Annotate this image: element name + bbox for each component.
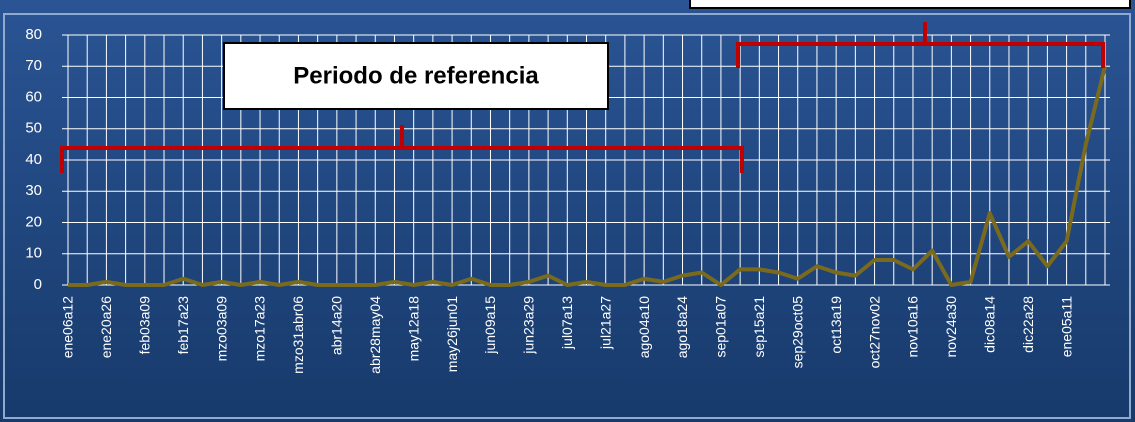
x-tick-label: ene06a12	[60, 296, 76, 359]
x-tick-label: feb03a09	[137, 296, 153, 355]
x-tick-label: oct13a19	[828, 296, 844, 354]
x-tick-label: jun09a15	[482, 296, 498, 355]
x-tick-label: mzo17a23	[252, 296, 268, 362]
x-tick-label: abr14a20	[329, 296, 345, 355]
x-tick-label: dic08a14	[981, 296, 997, 353]
x-tick-label: ene05a11	[1058, 296, 1074, 357]
y-tick-label: 0	[34, 276, 42, 293]
x-tick-label: nov24a30	[943, 296, 959, 358]
x-tick-label: jul07a13	[559, 296, 575, 350]
x-tick-label: may12a18	[405, 296, 421, 362]
x-tick-label: ene20a26	[98, 296, 114, 359]
y-tick-label: 30	[25, 182, 42, 199]
y-tick-label: 80	[25, 26, 42, 43]
x-tick-label: jun23a29	[521, 296, 537, 355]
bracket	[736, 22, 1105, 68]
y-tick-label: 10	[25, 245, 42, 262]
y-tick-label: 40	[25, 151, 42, 168]
x-tick-label: may26jun01	[444, 296, 460, 372]
y-tick-label: 20	[25, 213, 42, 230]
line	[68, 65, 1107, 287]
x-tick-label: nov10a16	[905, 296, 921, 358]
y-tick-label: 70	[25, 57, 42, 74]
cut-box	[689, 0, 1131, 9]
x-tick-label: ago18a24	[674, 296, 690, 359]
annotation: Periodo de referencia	[293, 62, 539, 89]
x-tick-label: sep01a07	[713, 296, 729, 358]
frame	[3, 13, 1131, 419]
y-tick-label: 50	[25, 120, 42, 137]
bracket	[60, 125, 744, 173]
x-tick-label: sep15a21	[751, 296, 767, 358]
x-tick-label: feb17a23	[175, 296, 191, 355]
x-tick-label: ago04a10	[636, 296, 652, 359]
y-tick-label: 60	[25, 88, 42, 105]
x-tick-label: oct27nov02	[866, 296, 882, 369]
x-tick-label: mzo03a09	[213, 296, 229, 362]
x-tick-label: mzo31abr06	[290, 296, 306, 374]
annotation-box	[223, 42, 609, 110]
x-tick-label: sep29oct05	[789, 296, 805, 369]
x-tick-label: jul21a27	[597, 296, 613, 350]
x-tick-label: dic22a28	[1020, 296, 1036, 353]
x-tick-label: abr28may04	[367, 296, 383, 374]
